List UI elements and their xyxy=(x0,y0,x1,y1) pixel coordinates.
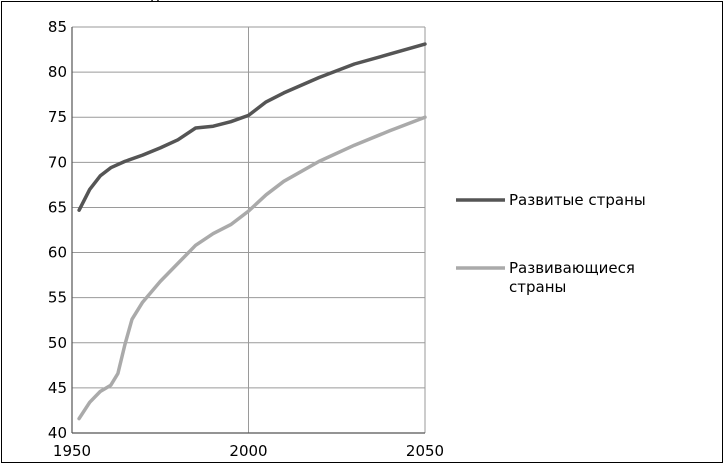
y-tick-label: 45 xyxy=(48,379,67,397)
y-tick-label: 60 xyxy=(48,244,67,262)
series-line-1 xyxy=(77,42,427,212)
y-tick-label: 80 xyxy=(48,63,67,81)
series-layer xyxy=(77,42,427,421)
legend-label-2: Развивающиеся страны xyxy=(509,259,635,296)
legend-label-1: Развитые страны xyxy=(509,191,646,209)
legend: Развитые страны Развивающиеся страны xyxy=(456,191,646,296)
y-tick-label: 50 xyxy=(48,334,67,352)
y-tick-label: 40 xyxy=(48,424,67,442)
x-tick-label: 2000 xyxy=(229,442,267,460)
tick-labels: 40 45 50 55 60 65 70 75 80 85 1950 2000 2050 xyxy=(48,18,444,460)
x-tick-label: 1950 xyxy=(53,442,91,460)
y-tick-label: 55 xyxy=(48,289,67,307)
y-tick-label: 70 xyxy=(48,153,67,171)
x-tick-label: 2050 xyxy=(406,442,444,460)
series-line-2 xyxy=(77,115,427,421)
axes xyxy=(71,27,425,434)
y-tick-label: 85 xyxy=(48,18,67,36)
y-tick-label: 75 xyxy=(48,108,67,126)
y-tick-label: 65 xyxy=(48,198,67,216)
